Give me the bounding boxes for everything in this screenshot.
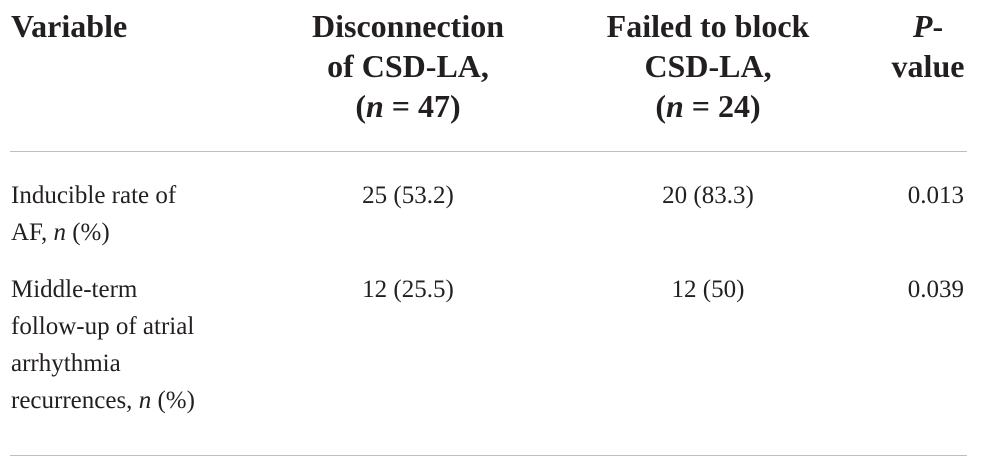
row-1-disconnection: 25 (53.2)	[362, 182, 454, 209]
header-disconnection: Disconnection of CSD-LA, (n = 47)	[268, 6, 548, 126]
header-line: Failed to block	[606, 8, 810, 44]
row-1-p-value: 0.013	[907, 182, 964, 209]
header-failed-to-block: Failed to block CSD-LA, (n = 24)	[568, 6, 848, 126]
bottom-divider	[10, 455, 967, 456]
header-p-value: P- value	[878, 6, 978, 86]
header-line: P-	[912, 8, 944, 44]
header-line: of CSD-LA,	[327, 48, 489, 84]
header-line: Disconnection	[312, 8, 504, 44]
row-2-disconnection: 12 (25.5)	[362, 276, 454, 303]
row-1-variable: Inducible rate of AF, n (%)	[11, 182, 177, 246]
row-2-failed: 12 (50)	[671, 276, 745, 303]
row-2-variable: Middle-term follow-up of atrial arrhythm…	[11, 276, 195, 414]
header-n-line: (n = 47)	[355, 88, 461, 124]
header-line: value	[891, 48, 965, 84]
header-divider	[10, 151, 967, 152]
row-2-p-value: 0.039	[907, 276, 964, 303]
header-variable: Variable	[11, 8, 128, 44]
header-line: CSD-LA,	[644, 48, 772, 84]
header-n-line: (n = 24)	[655, 88, 761, 124]
row-1-failed: 20 (83.3)	[662, 182, 754, 209]
